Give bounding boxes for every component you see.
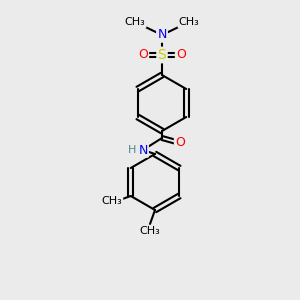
Text: S: S <box>158 48 166 62</box>
Text: O: O <box>138 49 148 62</box>
Text: O: O <box>176 49 186 62</box>
Text: CH₃: CH₃ <box>101 196 122 206</box>
Text: N: N <box>157 28 167 41</box>
Text: CH₃: CH₃ <box>178 17 200 27</box>
Text: CH₃: CH₃ <box>124 17 146 27</box>
Text: H: H <box>128 145 136 155</box>
Text: CH₃: CH₃ <box>140 226 160 236</box>
Text: N: N <box>138 143 148 157</box>
Text: O: O <box>175 136 185 149</box>
